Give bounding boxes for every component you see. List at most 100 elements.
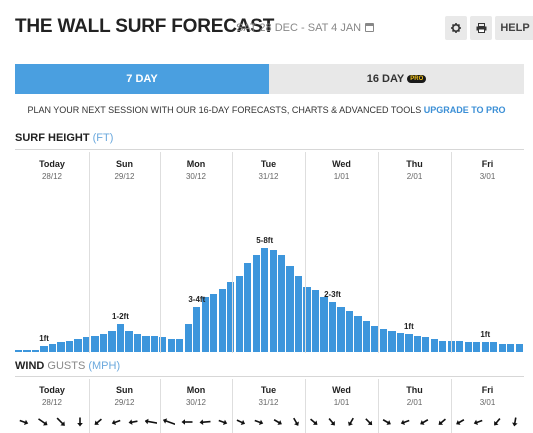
surf-bar[interactable] xyxy=(261,248,269,352)
surf-bar[interactable] xyxy=(371,326,379,352)
surf-bar[interactable] xyxy=(405,334,413,352)
surf-bar[interactable] xyxy=(269,249,277,352)
surf-bar[interactable] xyxy=(252,254,260,352)
surf-bar[interactable] xyxy=(150,335,158,352)
wind-day-tue: Tue 31/12 xyxy=(232,385,305,407)
surf-bar[interactable] xyxy=(362,321,371,352)
surf-bar[interactable] xyxy=(337,306,345,352)
surf-bar[interactable] xyxy=(498,343,506,352)
surf-bar[interactable] xyxy=(218,288,226,352)
day-date: 2/01 xyxy=(406,398,423,407)
surf-bar[interactable] xyxy=(99,334,108,352)
date-range[interactable]: SAT 28 DEC - SAT 4 JAN xyxy=(236,22,375,34)
surf-bar[interactable] xyxy=(74,339,82,352)
surf-bar[interactable] xyxy=(244,262,252,352)
day-name: Wed xyxy=(332,385,351,395)
surf-day-wed: Wed 1/01 xyxy=(305,159,378,181)
surf-day-tue: Tue 31/12 xyxy=(232,159,305,181)
tab-16-day[interactable]: 16 DAY PRO xyxy=(269,64,524,94)
surf-bar[interactable] xyxy=(328,301,337,352)
surf-bar[interactable] xyxy=(481,342,489,352)
surf-bar[interactable] xyxy=(303,287,311,352)
wind-arrow-icon xyxy=(491,416,503,428)
surf-bar[interactable] xyxy=(31,350,40,352)
wind-day-separator xyxy=(89,379,90,433)
surf-bar[interactable] xyxy=(413,335,421,352)
surf-bar[interactable] xyxy=(235,275,243,352)
wind-day-separator xyxy=(451,379,452,433)
surf-bar[interactable] xyxy=(193,306,201,352)
surf-bar[interactable] xyxy=(277,254,286,352)
wind-arrow-icon xyxy=(127,416,139,428)
surf-bar[interactable] xyxy=(473,342,481,352)
surf-bar[interactable] xyxy=(464,342,472,352)
surf-bar[interactable] xyxy=(422,337,430,352)
surf-bar[interactable] xyxy=(227,282,235,352)
surf-bar[interactable] xyxy=(142,335,150,352)
surf-bar[interactable] xyxy=(15,350,23,352)
surf-bar[interactable] xyxy=(176,339,184,352)
day-date: 31/12 xyxy=(258,398,279,407)
surf-bar[interactable] xyxy=(515,343,523,352)
surf-bar[interactable] xyxy=(65,340,74,352)
surf-bar[interactable] xyxy=(456,340,464,352)
surf-bar[interactable] xyxy=(210,293,218,352)
page-header: THE WALL SURF FORECAST SAT 28 DEC - SAT … xyxy=(15,14,533,42)
surf-bar[interactable] xyxy=(201,296,209,352)
surf-bar[interactable] xyxy=(294,275,303,352)
day-date: 30/12 xyxy=(185,398,207,407)
surf-peak-label: 3-4ft xyxy=(188,294,206,304)
tab-7-day[interactable]: 7 DAY xyxy=(15,64,269,94)
surf-bar[interactable] xyxy=(133,334,142,352)
wind-arrow-icon xyxy=(37,416,49,428)
surf-peak-label: 1-2ft xyxy=(111,312,129,322)
surf-bar[interactable] xyxy=(57,342,65,352)
surf-bar[interactable] xyxy=(311,290,320,352)
surf-bar[interactable] xyxy=(108,330,116,352)
wind-day-separator xyxy=(378,379,379,433)
wind-day-headers: Today 28/12 Sun 29/12 Mon 30/12 Tue 31/12 Wed 1/0… xyxy=(0,385,533,415)
surf-bar[interactable] xyxy=(345,311,354,352)
surf-bar[interactable] xyxy=(40,345,48,352)
surf-bar[interactable] xyxy=(354,316,362,352)
day-name: Thu xyxy=(406,385,423,395)
surf-bar[interactable] xyxy=(396,332,405,352)
wind-arrow-icon xyxy=(436,416,448,428)
print-button[interactable] xyxy=(470,16,492,40)
upgrade-link[interactable]: UPGRADE TO PRO xyxy=(423,105,506,115)
wind-day-separator xyxy=(305,379,306,433)
surf-bar[interactable] xyxy=(439,340,447,352)
settings-button[interactable] xyxy=(445,16,467,40)
surf-bar[interactable] xyxy=(125,330,133,352)
day-name: Fri xyxy=(481,159,494,169)
page-title: THE WALL SURF FORECAST xyxy=(15,16,275,37)
surf-bar[interactable] xyxy=(91,335,99,352)
wind-arrow-icon xyxy=(235,416,247,428)
promo-text: PLAN YOUR NEXT SESSION WITH OUR 16-DAY F… xyxy=(27,105,422,115)
surf-bar[interactable] xyxy=(388,330,396,352)
upgrade-promo: PLAN YOUR NEXT SESSION WITH OUR 16-DAY F… xyxy=(0,105,533,115)
surf-bar[interactable] xyxy=(430,339,438,352)
wind-arrow-icon xyxy=(272,416,284,428)
surf-bar[interactable] xyxy=(116,324,125,352)
surf-height-label: SURF HEIGHT xyxy=(15,132,90,144)
surf-bar[interactable] xyxy=(490,342,498,352)
surf-bar[interactable] xyxy=(23,350,31,352)
surf-bar[interactable] xyxy=(507,343,515,352)
surf-bar[interactable] xyxy=(379,329,388,352)
day-date: 29/12 xyxy=(114,398,135,407)
wind-arrow-icon xyxy=(363,416,375,428)
surf-bar[interactable] xyxy=(167,339,175,352)
date-range-text: SAT 28 DEC - SAT 4 JAN xyxy=(236,22,362,34)
calendar-icon[interactable] xyxy=(365,23,375,32)
wind-arrow-icon xyxy=(253,416,265,428)
surf-bar[interactable] xyxy=(82,337,91,352)
surf-bar[interactable] xyxy=(184,324,192,352)
surf-bar[interactable] xyxy=(286,265,294,352)
day-name: Thu xyxy=(406,159,423,169)
surf-bar[interactable] xyxy=(320,296,328,352)
help-button[interactable]: HELP xyxy=(495,16,533,40)
surf-bar[interactable] xyxy=(48,343,57,352)
surf-bar[interactable] xyxy=(159,337,167,352)
surf-day-separator xyxy=(89,152,90,353)
